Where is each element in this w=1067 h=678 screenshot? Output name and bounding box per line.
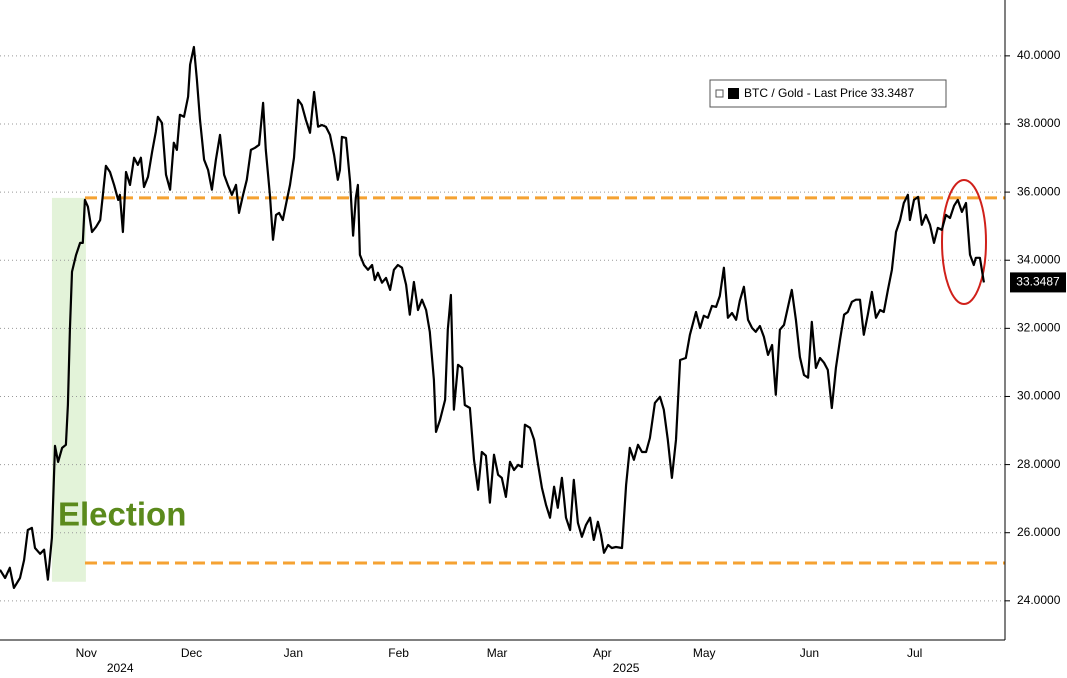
x-tick-label: Dec bbox=[181, 646, 202, 660]
x-tick-label: Jan bbox=[284, 646, 303, 660]
y-tick-label: 34.0000 bbox=[1017, 252, 1061, 266]
last-price-label: 33.3487 bbox=[1016, 275, 1060, 289]
last-price-tag bbox=[1010, 272, 1066, 293]
y-tick-label: 30.0000 bbox=[1017, 389, 1061, 403]
x-year-label: 2025 bbox=[613, 661, 640, 675]
y-tick-label: 36.0000 bbox=[1017, 184, 1061, 198]
x-tick-label: Apr bbox=[593, 646, 612, 660]
x-tick-label: May bbox=[693, 646, 716, 660]
y-tick-label: 28.0000 bbox=[1017, 457, 1061, 471]
legend: BTC / Gold - Last Price 33.3487 bbox=[709, 79, 947, 108]
legend-box bbox=[709, 79, 947, 108]
x-tick-label: Nov bbox=[76, 646, 97, 660]
legend-swatch bbox=[728, 88, 739, 99]
y-tick-label: 26.0000 bbox=[1017, 525, 1061, 539]
x-tick-label: Feb bbox=[388, 646, 409, 660]
y-tick-label: 32.0000 bbox=[1017, 321, 1061, 335]
x-year-label: 2024 bbox=[107, 661, 134, 675]
x-tick-label: Mar bbox=[487, 646, 508, 660]
highlight-ellipse bbox=[941, 179, 987, 305]
legend-toggle[interactable] bbox=[715, 89, 724, 98]
y-tick-label: 40.0000 bbox=[1017, 48, 1061, 62]
legend-series-name: BTC / Gold bbox=[744, 86, 803, 100]
y-tick-label: 38.0000 bbox=[1017, 116, 1061, 130]
y-tick-label: 24.0000 bbox=[1017, 593, 1061, 607]
legend-text: - Last Price bbox=[807, 86, 868, 100]
highlight-label: Election bbox=[58, 496, 186, 533]
price-line bbox=[0, 45, 985, 589]
legend-label: BTC / Gold - Last Price 33.3487 bbox=[744, 86, 914, 100]
x-tick-label: Jul bbox=[907, 646, 922, 660]
legend-last-value: 33.3487 bbox=[871, 86, 915, 100]
x-tick-label: Jun bbox=[800, 646, 819, 660]
